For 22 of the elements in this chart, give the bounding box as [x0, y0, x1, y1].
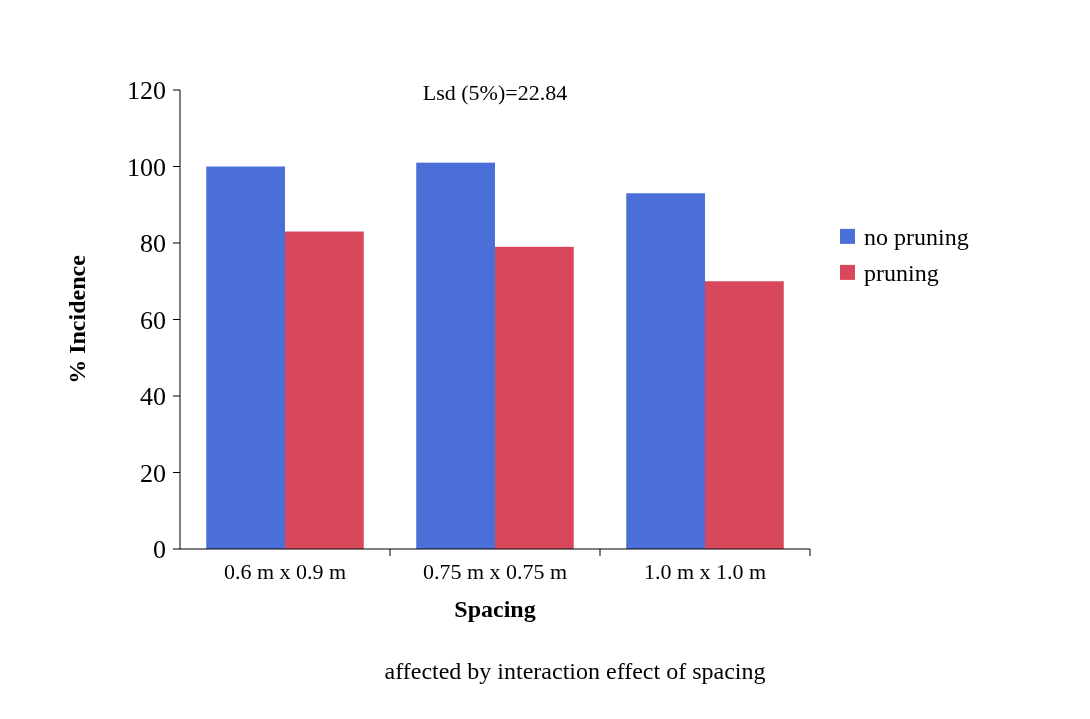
- text: affected by interaction effect of spacing: [384, 658, 766, 684]
- x-tick-label: 0.6 m x 0.9 m: [223, 559, 347, 584]
- y-tick-label: 100: [127, 152, 166, 182]
- legend-label: no pruning: [864, 224, 969, 251]
- y-tick-label: 0: [153, 535, 166, 565]
- bar: [416, 162, 495, 549]
- bar: [495, 246, 574, 549]
- bar: [705, 281, 784, 549]
- y-tick-label: 60: [140, 305, 166, 335]
- bar: [206, 166, 285, 549]
- y-axis-title: % Incidence: [64, 254, 90, 384]
- x-axis-title: Spacing: [454, 596, 536, 622]
- y-tick-label: 20: [140, 458, 166, 488]
- bar: [285, 231, 364, 549]
- bar: [626, 193, 705, 549]
- x-tick-label: 1.0 m x 1.0 m: [643, 559, 767, 584]
- annotation: Lsd (5%)=22.84: [422, 80, 568, 105]
- x-tick-label: 0.75 m x 0.75 m: [422, 559, 568, 584]
- legend-label: pruning: [864, 260, 939, 287]
- y-tick-label: 40: [140, 382, 166, 412]
- y-tick-label: 120: [127, 76, 166, 106]
- y-tick-label: 80: [140, 229, 166, 259]
